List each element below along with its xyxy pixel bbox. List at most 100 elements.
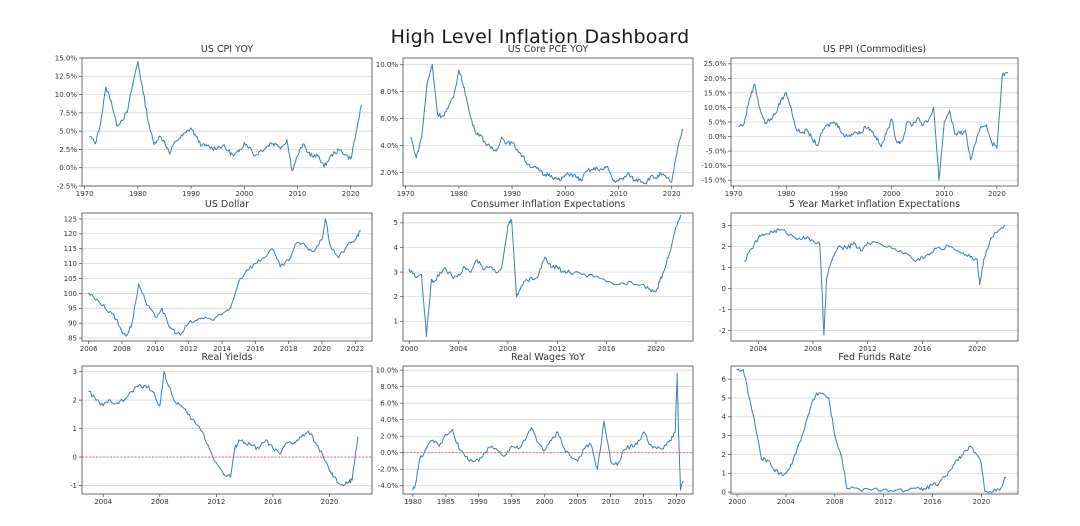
data-point: [575, 176, 577, 178]
data-point: [985, 124, 987, 126]
data-point: [655, 291, 657, 293]
data-point: [570, 173, 572, 175]
data-point: [337, 482, 339, 484]
x-tick-label: 1990: [503, 190, 521, 198]
chart-panel-1: US CPI YOY 15.0% 12.5% 10.0% 7.5% 5.0% 2.5% 0.0…: [55, 44, 373, 198]
data-point: [270, 142, 272, 144]
data-point: [88, 391, 90, 393]
data-point: [962, 252, 964, 254]
data-point: [883, 488, 885, 490]
data-point: [291, 170, 293, 172]
chart-panel-8: Real Wages YoY 10.0% 8.0% 6.0% 4.0% 2.0% 0.0% -…: [376, 352, 694, 506]
data-point: [922, 124, 924, 126]
y-tick-label: -1: [719, 306, 726, 314]
data-point: [519, 288, 521, 290]
y-tick-label: 5.0%: [708, 118, 726, 126]
data-point: [195, 136, 197, 138]
x-tick-label: 2014: [213, 345, 231, 353]
y-tick-label: 90: [68, 320, 77, 328]
data-point: [860, 250, 862, 252]
data-point: [445, 433, 447, 436]
chart-panel-2: US Core PCE YOY 10.0% 8.0% 6.0% 4.0% 2.0% 1970…: [376, 44, 694, 198]
y-tick-label: 5: [394, 219, 398, 227]
data-point: [105, 86, 107, 88]
data-point: [798, 237, 800, 239]
x-tick-label: 2020: [968, 345, 986, 353]
data-point: [244, 442, 246, 444]
data-point: [185, 132, 187, 134]
x-tick-label: 2016: [924, 498, 942, 506]
data-point: [357, 436, 359, 438]
data-point: [935, 248, 937, 250]
x-tick-label: 1985: [437, 498, 455, 506]
y-tick-label: 25.0%: [704, 60, 727, 68]
data-point: [168, 325, 170, 327]
data-point: [146, 304, 148, 306]
data-point: [607, 166, 609, 168]
data-point: [812, 239, 814, 241]
data-point: [180, 405, 182, 407]
data-point: [142, 91, 144, 93]
data-point: [527, 163, 529, 165]
x-tick-label: 2022: [346, 345, 364, 353]
data-point: [511, 142, 513, 144]
data-point: [495, 271, 497, 273]
data-point: [272, 447, 274, 450]
y-tick-label: -15.0%: [701, 177, 726, 185]
data-point: [617, 180, 620, 182]
series-line: [410, 64, 683, 185]
data-point: [279, 266, 281, 268]
data-point: [530, 427, 533, 429]
data-point: [312, 156, 315, 158]
data-point: [907, 489, 909, 491]
data-point: [121, 331, 123, 333]
y-tick-label: 85: [68, 334, 77, 342]
data-point: [919, 488, 921, 490]
data-point: [644, 182, 646, 184]
data-point: [159, 405, 161, 407]
data-point: [279, 453, 281, 455]
data-point: [482, 269, 484, 271]
data-point: [550, 266, 552, 268]
data-point: [538, 169, 540, 171]
data-point: [488, 266, 490, 268]
y-tick-label: 15.0%: [704, 89, 727, 97]
y-tick-label: 20.0%: [704, 75, 727, 83]
data-point: [329, 245, 331, 247]
data-point: [859, 133, 861, 135]
y-tick-label: 0: [722, 489, 726, 497]
x-tick-label: 2020: [668, 498, 686, 506]
data-point: [896, 141, 898, 143]
data-point: [415, 481, 417, 483]
data-point: [828, 397, 830, 399]
data-point: [980, 125, 982, 127]
data-point: [445, 269, 447, 271]
series-line: [736, 368, 1006, 494]
y-tick-label: 2: [394, 293, 398, 301]
data-point: [296, 155, 299, 157]
data-point: [343, 484, 345, 487]
y-tick-label: 0: [73, 453, 77, 461]
data-point: [318, 155, 320, 157]
x-tick-label: 2004: [777, 498, 795, 506]
data-point: [581, 273, 583, 276]
data-point: [809, 406, 811, 408]
data-point: [425, 448, 427, 450]
y-tick-label: 3: [394, 268, 398, 276]
x-tick-label: 2020: [663, 190, 681, 198]
y-tick-label: 10.0%: [376, 367, 399, 375]
data-point: [238, 439, 240, 441]
data-point: [880, 243, 882, 246]
data-point: [113, 313, 115, 315]
x-tick-label: 2018: [280, 345, 298, 353]
y-tick-label: 6.0%: [380, 400, 398, 408]
data-point: [843, 135, 845, 138]
data-point: [660, 173, 662, 175]
data-point: [465, 456, 467, 458]
x-tick-label: 1970: [725, 190, 743, 198]
data-point: [948, 109, 951, 111]
data-point: [775, 112, 777, 114]
data-point: [593, 276, 595, 278]
data-point: [629, 445, 631, 447]
